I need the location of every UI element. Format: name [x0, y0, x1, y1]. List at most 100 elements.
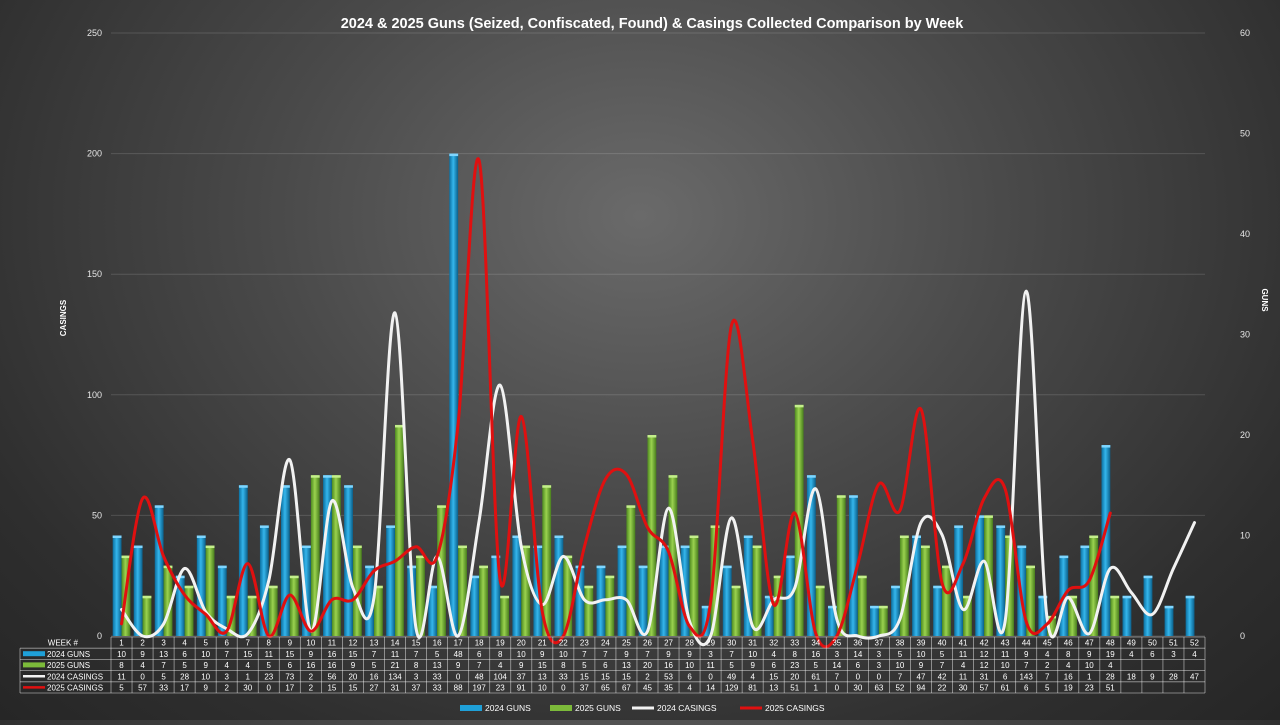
2025-guns-bar: [857, 575, 867, 636]
2024-guns-value: 4: [1045, 650, 1050, 659]
2024-guns-bar-cap: [112, 535, 122, 538]
2024-guns-value: 9: [666, 650, 671, 659]
week-label: 13: [370, 639, 379, 648]
2025-guns-bar-cap: [289, 575, 299, 579]
2024-casings-value: 20: [348, 672, 357, 681]
2024-casings-value: 16: [370, 672, 379, 681]
2025-casings-line: [120, 157, 1112, 649]
week-label: 46: [1064, 639, 1073, 648]
2024-guns-bar: [449, 153, 459, 636]
2024-guns-value: 11: [391, 650, 400, 659]
2024-casings-value: 104: [494, 672, 508, 681]
week-label: 1: [119, 639, 124, 648]
2025-guns-value: 5: [582, 661, 587, 670]
2025-casings-value: 0: [267, 684, 272, 693]
week-label: 22: [559, 639, 568, 648]
2024-casings-legend-label: 2024 CASINGS: [657, 703, 717, 713]
2025-casings-value: 2: [224, 684, 229, 693]
2025-guns-bar: [1068, 595, 1078, 636]
2024-casings-value: 134: [388, 672, 402, 681]
2024-casings-value: 7: [1045, 672, 1050, 681]
2024-casings-value: 0: [456, 672, 461, 681]
data-table: WEEK #1 2 3 4 5 6 7 8 9 10 11 12 13 14 15 16 17 18 19 20 21 2…: [19, 636, 1206, 694]
2025-guns-bar-cap: [416, 555, 425, 559]
2025-casings-value: 19: [1064, 684, 1073, 693]
2024-guns-bar: [975, 515, 985, 636]
2025-guns-value: 16: [664, 661, 673, 670]
2024-guns-value: 10: [201, 650, 210, 659]
2024-casings-value: 1: [246, 672, 251, 681]
2024-guns-value: 6: [1150, 650, 1155, 659]
2024-guns-bar-cap: [743, 535, 753, 538]
week-label: 2: [140, 639, 145, 648]
2025-guns-bar-cap: [226, 595, 236, 599]
2025-guns-bar-cap: [205, 545, 215, 549]
2024-guns-value: 6: [477, 650, 482, 659]
2025-guns-value: 5: [372, 661, 377, 670]
2024-guns-bar-cap: [638, 565, 648, 569]
2024-guns-value: 9: [687, 650, 692, 659]
2025-guns-value: 20: [643, 661, 652, 670]
2025-guns-bar-cap: [331, 475, 341, 478]
2024-guns-bar: [996, 525, 1006, 636]
2025-casings-value: 30: [853, 684, 862, 693]
2024-guns-bar: [323, 475, 332, 636]
2024-casings-value: 23: [264, 672, 273, 681]
2025-guns-bar-cap: [1089, 535, 1099, 538]
2025-casings-value: 2: [309, 684, 314, 693]
2024-casings-value: 0: [877, 672, 882, 681]
2024-guns-bar-cap: [280, 485, 290, 488]
2024-guns-bar-cap: [659, 545, 669, 549]
2025-guns-value: 21: [391, 661, 400, 670]
2025-casings-value: 0: [561, 684, 566, 693]
2024-guns-bar-cap: [1164, 605, 1174, 609]
2024-guns-bar: [912, 535, 921, 636]
left-tick-label: 200: [87, 149, 102, 159]
2025-casings-value: 13: [769, 684, 778, 693]
2024-guns-value: 13: [159, 650, 168, 659]
2025-guns-bar: [689, 535, 699, 636]
2024-casings-row-label: 2024 CASINGS: [47, 672, 103, 681]
week-label: 3: [161, 639, 166, 648]
2024-guns-bar-cap: [954, 525, 964, 528]
2024-guns-value: 8: [498, 650, 503, 659]
2025-casings-value: 37: [412, 684, 421, 693]
2024-guns-bar: [154, 505, 164, 636]
2025-guns-value: 6: [603, 661, 608, 670]
2025-casings-value: 197: [472, 684, 486, 693]
right-tick-label: 30: [1240, 330, 1250, 340]
line-marks: [120, 157, 1196, 649]
week-label: 35: [832, 639, 841, 648]
2025-guns-bar: [710, 525, 720, 636]
2024-guns-bar: [1122, 595, 1132, 636]
2025-casings-value: 35: [664, 684, 673, 693]
2025-guns-bar: [205, 545, 215, 636]
2025-guns-bar: [731, 585, 741, 636]
2024-guns-bar-cap: [512, 535, 522, 538]
2025-guns-value: 9: [351, 661, 356, 670]
2024-guns-bar: [554, 535, 564, 636]
2024-guns-value: 11: [959, 650, 968, 659]
week-label: 41: [959, 639, 968, 648]
2024-guns-bar-cap: [722, 565, 732, 569]
2025-guns-bar-cap: [773, 575, 783, 579]
2024-casings-value: 0: [140, 672, 145, 681]
2025-casings-value: 17: [180, 684, 189, 693]
week-label: 19: [496, 639, 505, 648]
2025-guns-bar-cap: [899, 535, 909, 538]
2025-guns-value: 7: [477, 661, 482, 670]
week-label: 36: [853, 639, 862, 648]
left-tick-label: 250: [87, 28, 102, 38]
2024-guns-value: 4: [771, 650, 776, 659]
2024-guns-bar: [533, 545, 543, 636]
2024-guns-table-key: [23, 651, 45, 657]
right-axis-title: GUNS: [1260, 288, 1269, 312]
2025-guns-bar-cap: [794, 404, 804, 408]
2025-guns-bar: [184, 585, 194, 636]
week-label: 8: [267, 639, 272, 648]
2025-guns-value: 15: [538, 661, 547, 670]
2025-guns-bar: [752, 545, 762, 636]
2024-casings-value: 3: [414, 672, 419, 681]
2025-guns-value: 4: [246, 661, 251, 670]
2024-guns-bar: [1143, 575, 1153, 636]
